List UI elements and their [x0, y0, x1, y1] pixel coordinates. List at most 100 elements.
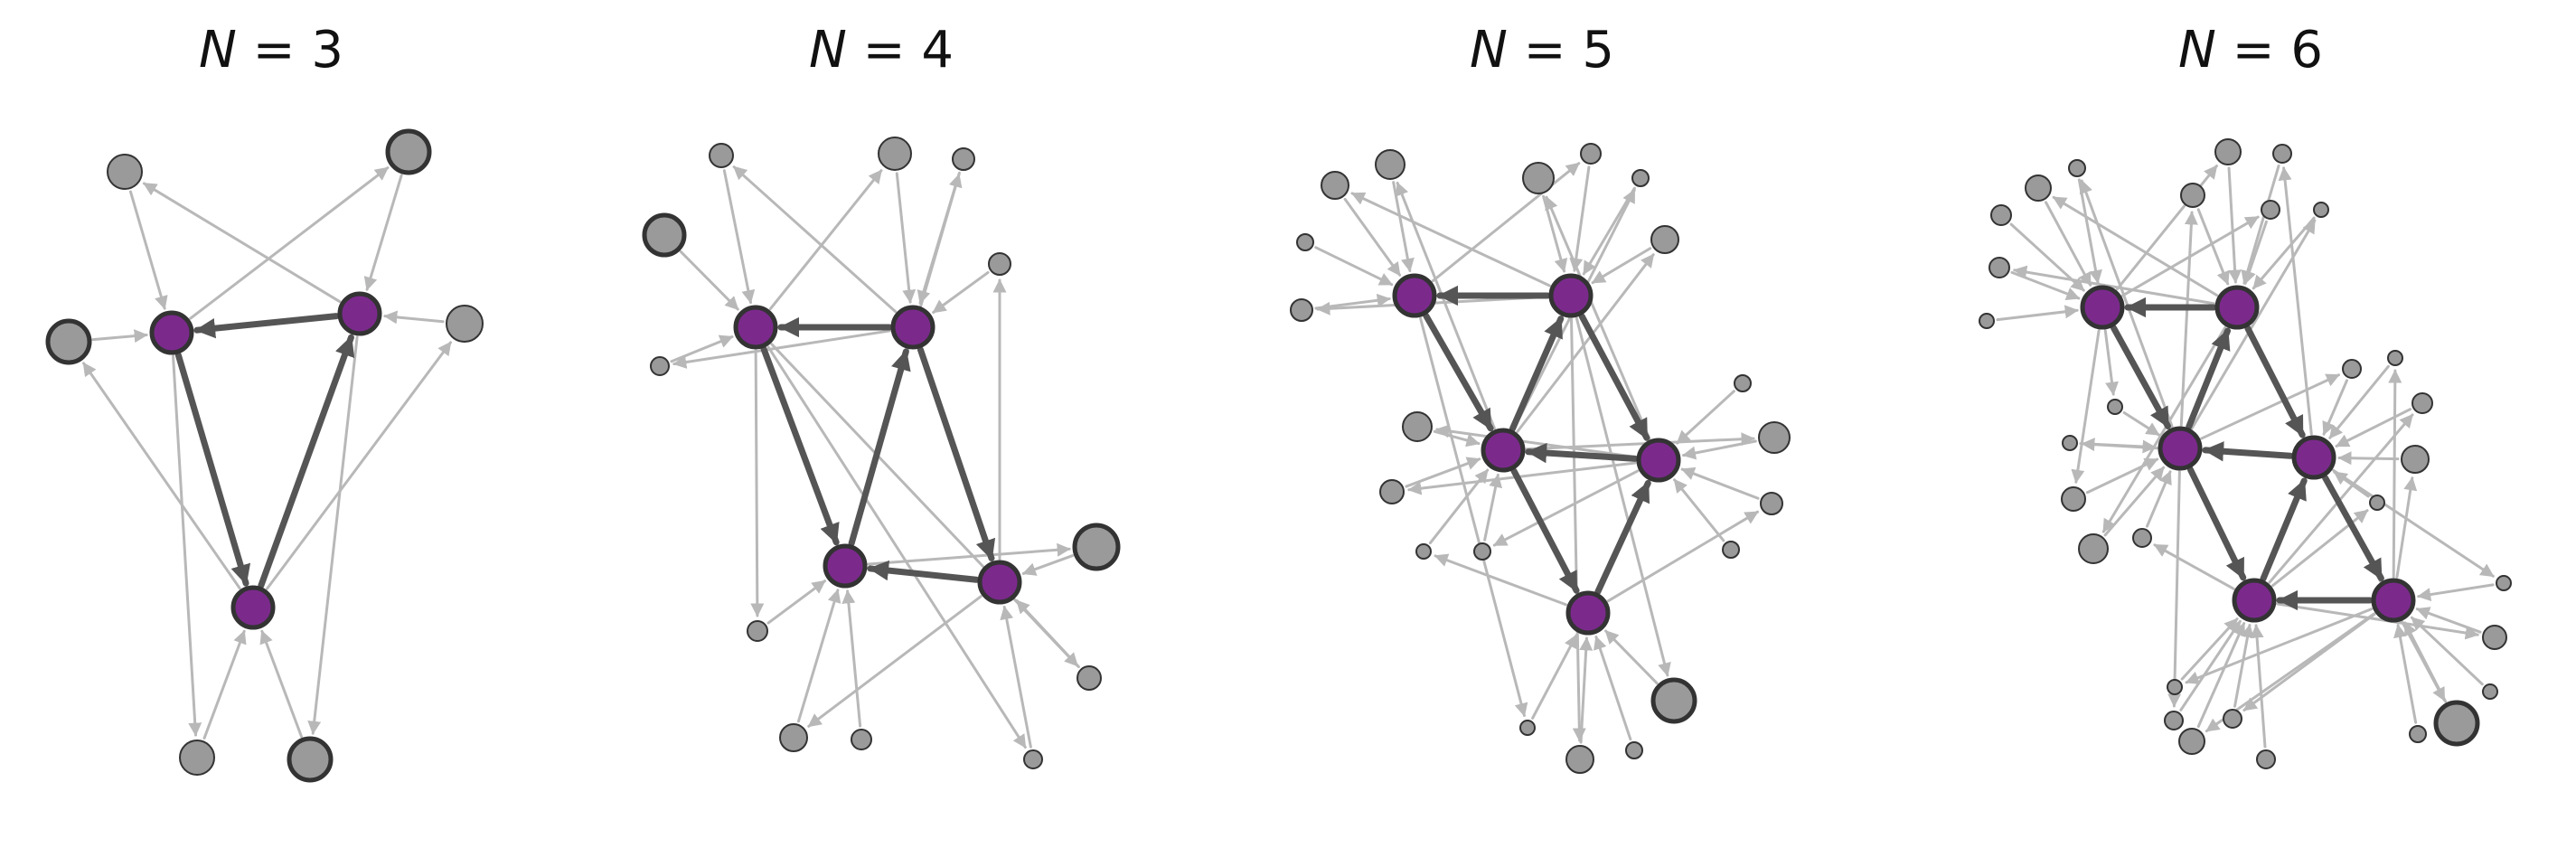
peripheral-edge [1483, 473, 1502, 542]
peripheral-edge [2153, 543, 2235, 590]
peripheral-edge [1676, 390, 1735, 445]
peripheral-edge [1343, 197, 1402, 277]
peripheral-edge [2122, 410, 2160, 437]
peripheral-edge [2045, 201, 2092, 287]
peripheral-edge [2179, 211, 2198, 427]
node-layer [1979, 138, 2512, 769]
peripheral-edge [2276, 602, 2479, 640]
core-node [337, 291, 382, 336]
peripheral-edge [768, 169, 883, 311]
peripheral-edge [2145, 470, 2172, 528]
peripheral-node [1415, 543, 1432, 560]
peripheral-edge [266, 341, 452, 590]
peripheral-node [1296, 233, 1314, 251]
peripheral-edge [722, 169, 756, 305]
core-node [1565, 590, 1611, 636]
peripheral-node [2107, 399, 2123, 415]
peripheral-edge [2250, 624, 2267, 749]
peripheral-edge [1681, 439, 1757, 460]
peripheral-node [2482, 625, 2507, 650]
peripheral-node [1760, 492, 1783, 515]
core-edge [258, 334, 355, 589]
edge-layer [670, 165, 1080, 749]
core-node [149, 310, 194, 355]
node-layer [45, 128, 484, 783]
core-edge [2322, 475, 2384, 582]
peripheral-edge [2268, 413, 2414, 584]
core-node [2291, 435, 2336, 480]
peripheral-node [2409, 725, 2427, 743]
peripheral-edge [867, 542, 1071, 566]
core-edge [2186, 466, 2247, 581]
core-edge [848, 348, 911, 547]
peripheral-edge [1996, 305, 2079, 322]
peripheral-edge [1570, 317, 1586, 742]
peripheral-edge [1673, 478, 1725, 542]
peripheral-node [1402, 411, 1433, 442]
peripheral-node [2062, 435, 2078, 451]
peripheral-edge [1000, 606, 1032, 749]
peripheral-edge [82, 362, 241, 590]
panel-title-n5: N = 5 [1470, 21, 1614, 80]
peripheral-edge [202, 629, 247, 740]
peripheral-edge [189, 166, 390, 320]
peripheral-node [2078, 533, 2109, 564]
peripheral-edge [932, 270, 990, 315]
peripheral-edge [1419, 316, 1528, 717]
peripheral-edge [766, 345, 1027, 749]
peripheral-node [1758, 421, 1791, 454]
peripheral-node [642, 212, 687, 258]
peripheral-node [2313, 202, 2329, 218]
peripheral-node [1580, 143, 1602, 165]
peripheral-node [988, 252, 1011, 276]
peripheral-node [851, 729, 872, 750]
core-node [1481, 428, 1526, 473]
peripheral-node [1650, 225, 1679, 254]
peripheral-edge [770, 343, 1079, 667]
peripheral-edge [732, 165, 898, 314]
peripheral-edge [2167, 470, 2182, 708]
peripheral-edge [1575, 316, 1671, 677]
core-edge [174, 352, 251, 587]
peripheral-edge [2179, 619, 2242, 711]
peripheral-edge [142, 182, 342, 304]
peripheral-edge [1314, 246, 1394, 287]
peripheral-node [2387, 350, 2403, 366]
peripheral-node [2167, 679, 2183, 695]
peripheral-edge [2252, 216, 2316, 290]
peripheral-edge [2278, 166, 2313, 436]
core-node [977, 560, 1022, 605]
peripheral-edge [2415, 607, 2482, 634]
peripheral-edge [1431, 162, 1581, 283]
peripheral-edge [750, 349, 765, 617]
peripheral-node [2272, 144, 2292, 164]
edge-layer [1996, 164, 2495, 749]
core-edge [1594, 479, 1651, 595]
peripheral-edge [172, 354, 202, 737]
peripheral-edge [2185, 608, 2374, 684]
peripheral-edge [2417, 583, 2495, 602]
peripheral-node [952, 147, 975, 171]
peripheral-node [2261, 200, 2280, 220]
peripheral-edge [2388, 369, 2402, 579]
edge-layer [1314, 162, 1760, 744]
core-edge [917, 346, 996, 561]
peripheral-edge [1525, 432, 1755, 451]
peripheral-node [650, 356, 670, 376]
peripheral-node [2369, 495, 2385, 511]
core-node [2080, 285, 2125, 330]
peripheral-edge [1579, 636, 1594, 744]
core-edge [2111, 325, 2171, 429]
core-edge [760, 345, 840, 546]
peripheral-node [2256, 749, 2276, 769]
peripheral-edge [1569, 165, 1591, 272]
peripheral-edge [679, 250, 739, 311]
peripheral-edge [2101, 325, 2227, 533]
peripheral-edge [1492, 469, 1640, 547]
peripheral-node [287, 736, 334, 783]
peripheral-edge [1407, 461, 1637, 495]
core-node [230, 585, 276, 630]
peripheral-edge [796, 589, 841, 723]
core-edge [2202, 441, 2294, 462]
